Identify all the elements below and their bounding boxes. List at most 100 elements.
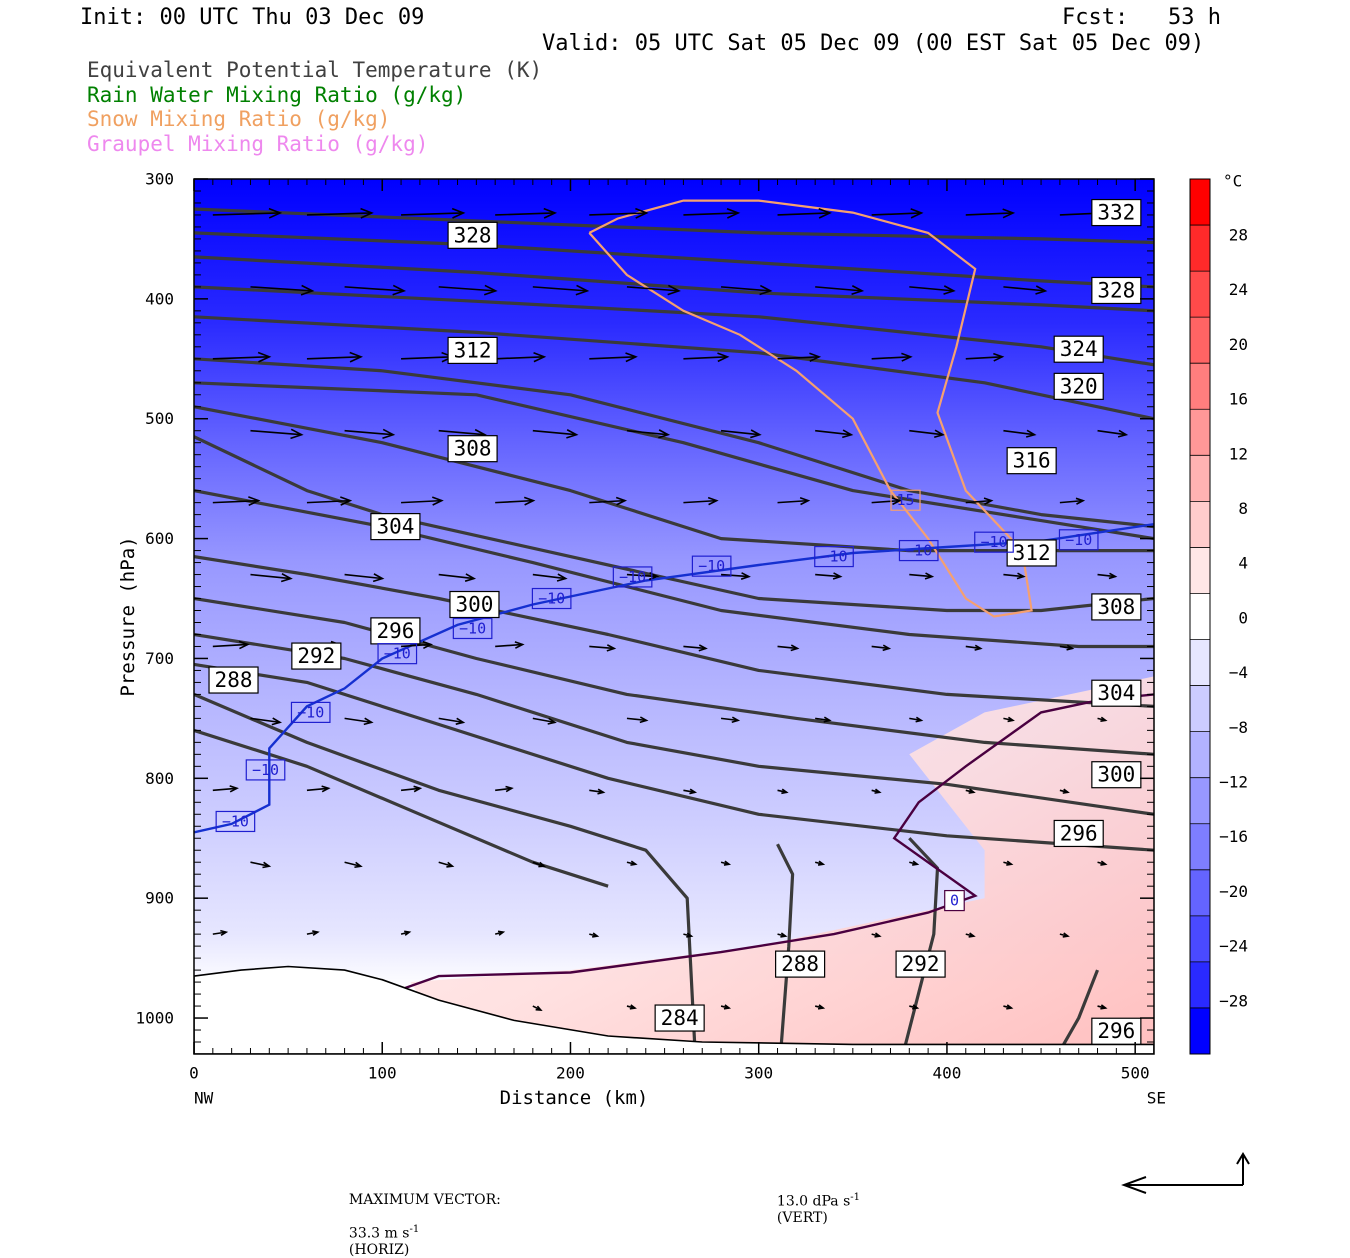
- x-tick-label: 500: [1121, 1064, 1150, 1083]
- isotherm-label-text: −10: [698, 557, 725, 575]
- wind-vector-head: [1025, 429, 1037, 438]
- wind-vector: [626, 429, 669, 436]
- wind-vector: [777, 645, 798, 650]
- wind-vector-head: [1075, 497, 1086, 505]
- theta-e-label: 296: [1091, 1017, 1142, 1045]
- wind-vector: [1059, 499, 1084, 504]
- wind-vector: [909, 429, 943, 436]
- wind-vector-head: [750, 429, 762, 439]
- colorbar-swatch: [1190, 225, 1210, 272]
- theta-e-contour: [1062, 969, 1099, 1046]
- colorbar-label: −16: [1219, 827, 1248, 846]
- wind-vector-head: [257, 351, 272, 363]
- colorbar-label: 24: [1229, 280, 1248, 299]
- theta-e-label-text: 296: [1097, 1019, 1135, 1043]
- wind-vector: [815, 573, 841, 578]
- x-tick-label: 200: [556, 1064, 585, 1083]
- wind-vector-head: [543, 207, 558, 219]
- wind-vector: [212, 355, 270, 360]
- colorbar-label: 20: [1229, 335, 1248, 354]
- colorbar-unit: °C: [1223, 172, 1242, 191]
- isotherm-label-box: [290, 701, 331, 723]
- wind-vector: [495, 787, 512, 792]
- theta-e-contour: [194, 381, 1154, 541]
- colorbar-swatch: [1190, 823, 1210, 871]
- y-tick-label: 700: [145, 649, 174, 668]
- valid-time: Valid: 05 UTC Sat 05 Dec 09 (00 EST Sat …: [542, 31, 1205, 56]
- wind-vector-head: [723, 860, 732, 866]
- isotherm-label: −10: [215, 810, 256, 833]
- wind-vector-head: [538, 861, 546, 868]
- wind-vector: [250, 573, 291, 580]
- wind-vector: [721, 573, 749, 578]
- wind-vector-head: [248, 496, 261, 507]
- isotherm-label-box: [814, 545, 854, 568]
- wind-vector-head: [1108, 572, 1118, 580]
- isotherm-label-box: [452, 617, 493, 640]
- colorbar-swatch: [1190, 961, 1210, 1009]
- wind-vector: [532, 429, 577, 436]
- x-tick-label: 100: [368, 1064, 397, 1083]
- theta-e-label-box: [1091, 276, 1142, 305]
- wind-vector: [777, 212, 830, 216]
- x-tick-label: 0: [189, 1064, 199, 1083]
- wind-vector-head: [1100, 1004, 1108, 1010]
- wind-vector-head: [1007, 716, 1015, 723]
- wind-vector-head: [726, 207, 741, 219]
- theta-e-contour: [194, 596, 1154, 756]
- wind-vector: [720, 717, 739, 722]
- colorbar-label: 16: [1229, 390, 1248, 409]
- theta-e-label-box: [208, 666, 259, 694]
- isotherm-label-text: −10: [297, 703, 324, 721]
- theta-e-label-box: [1006, 447, 1057, 475]
- theta-e-label-text: 328: [454, 223, 492, 247]
- theta-e-label: 316: [1006, 447, 1057, 475]
- isotherm-label-text: −10: [980, 533, 1007, 551]
- theta-e-contour: [194, 662, 1154, 852]
- theta-e-label-box: [1091, 679, 1142, 707]
- colorbar-swatch: [1190, 731, 1210, 779]
- isotherm-minus10: [194, 523, 1154, 834]
- theta-e-label-text: 328: [1097, 278, 1135, 302]
- vert-vector-label: 13.0 dPa s-1 (VERT): [768, 1176, 860, 1226]
- wind-vector: [815, 286, 863, 292]
- isotherm-label-text: −10: [905, 542, 932, 560]
- wind-vector-head: [983, 497, 994, 505]
- wind-vector: [438, 429, 485, 436]
- legend-item: Graupel Mixing Ratio (g/kg): [87, 131, 429, 156]
- wind-vector: [720, 286, 771, 292]
- isotherm-label: −10: [245, 759, 286, 781]
- x-axis-title: Distance (km): [500, 1087, 649, 1109]
- wind-vector-head: [360, 207, 374, 219]
- wind-vector-head: [431, 496, 444, 506]
- wind-vector-head: [968, 788, 976, 794]
- wind-vector-head: [1006, 860, 1014, 866]
- y-tick-label: 800: [145, 769, 174, 788]
- legend-item: Equivalent Potential Temperature (K): [87, 58, 543, 82]
- y-tick-label: 600: [145, 529, 174, 548]
- colorbar-swatch: [1190, 179, 1210, 226]
- colorbar-label: 28: [1229, 226, 1248, 245]
- wind-vector-head: [912, 860, 920, 866]
- wind-vector: [401, 212, 464, 216]
- isotherm-label: −10: [1058, 529, 1099, 551]
- wind-vector: [212, 787, 237, 792]
- forecast-hour: Fcst: 53 h: [1062, 5, 1221, 30]
- wind-vector: [401, 355, 453, 360]
- wind-vector-head: [556, 573, 568, 582]
- colorbar-swatch: [1190, 317, 1210, 364]
- isotherm-label-box: [1058, 529, 1099, 551]
- wind-vector: [720, 429, 760, 436]
- wind-vector: [495, 499, 534, 504]
- wind-vector-head: [689, 788, 698, 795]
- wind-vector: [306, 787, 329, 792]
- wind-vector-head: [912, 1004, 920, 1010]
- isotherm-label-box: [898, 539, 939, 562]
- colorbar-swatch: [1190, 639, 1210, 687]
- x-tick-label: 400: [932, 1064, 961, 1083]
- wind-vector-head: [280, 573, 293, 583]
- plot-area: 332 328 328 324 320 312 316 312 308 308 304 304 300 3…: [194, 179, 1154, 1054]
- theta-e-label-box: [1006, 539, 1057, 567]
- wind-vector-head: [658, 429, 671, 439]
- theta-e-contour: [194, 632, 1154, 816]
